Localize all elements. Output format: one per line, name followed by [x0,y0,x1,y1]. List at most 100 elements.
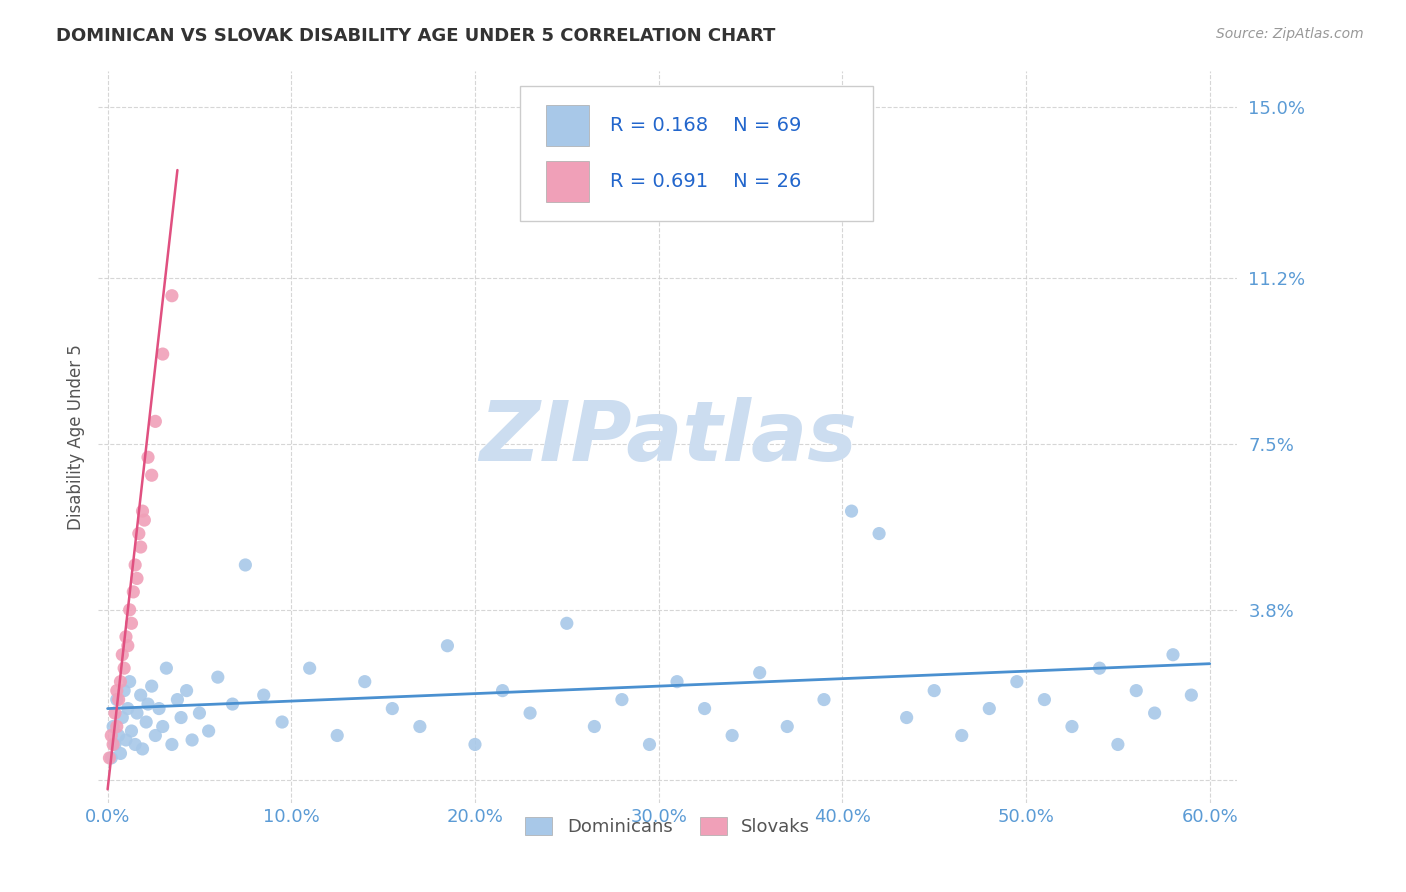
Point [115,630,138,644]
Text: DOMINICAN VS SLOVAK DISABILITY AGE UNDER 5 CORRELATION CHART: DOMINICAN VS SLOVAK DISABILITY AGE UNDER… [56,27,776,45]
Point [1125,683,1147,698]
Point [610,692,633,706]
Point [181,733,204,747]
Point [253,688,276,702]
Point [519,706,541,720]
Point [117,701,139,715]
Point [124,558,146,572]
Point [112,661,135,675]
Point [353,674,375,689]
Point [160,289,183,303]
Point [583,719,606,733]
Point [105,692,128,706]
Point [134,513,156,527]
Point [148,701,170,715]
Point [111,710,134,724]
Point [110,674,132,689]
Point [105,719,128,733]
Point [104,738,127,752]
Point [125,706,148,720]
Point [381,701,404,715]
Legend: Dominicans, Slovaks: Dominicans, Slovaks [516,807,820,845]
Point [555,616,578,631]
Point [135,714,157,729]
Text: R = 0.168    N = 69: R = 0.168 N = 69 [610,116,801,135]
Point [117,639,139,653]
Point [922,683,945,698]
Point [1060,719,1083,733]
Point [271,714,294,729]
Point [131,742,153,756]
Point [101,738,124,752]
Point [152,347,174,361]
Point [197,724,219,739]
Point [1180,688,1202,702]
Point [121,616,143,631]
FancyBboxPatch shape [546,161,589,202]
Point [136,697,159,711]
Point [121,724,143,739]
Point [896,710,918,724]
Point [721,729,744,743]
Point [1033,692,1056,706]
Point [107,729,129,743]
Point [188,706,211,720]
Point [129,540,152,554]
Point [115,733,138,747]
Point [491,683,513,698]
Point [207,670,229,684]
Point [1088,661,1111,675]
Point [98,751,121,765]
Point [118,603,141,617]
Point [141,468,163,483]
Point [105,683,128,698]
Point [868,526,890,541]
Point [436,639,458,653]
Point [235,558,257,572]
Point [409,719,432,733]
Point [166,692,188,706]
Point [1107,738,1129,752]
Point [101,719,124,733]
Point [118,674,141,689]
Point [1005,674,1028,689]
FancyBboxPatch shape [520,86,873,221]
Point [100,729,122,743]
FancyBboxPatch shape [546,105,589,146]
Point [107,692,129,706]
Point [122,585,145,599]
Point [100,751,122,765]
Point [176,683,198,698]
Point [128,526,150,541]
Point [124,738,146,752]
Point [748,665,770,680]
Point [170,710,193,724]
Point [298,661,321,675]
Point [326,729,349,743]
Point [104,706,127,720]
Point [129,688,152,702]
Point [813,692,835,706]
Point [776,719,799,733]
Point [111,648,134,662]
Point [136,450,159,465]
Text: Source: ZipAtlas.com: Source: ZipAtlas.com [1216,27,1364,41]
Point [638,738,661,752]
Point [221,697,243,711]
Point [1161,648,1184,662]
Point [464,738,486,752]
Point [160,738,183,752]
Text: R = 0.691    N = 26: R = 0.691 N = 26 [610,172,801,191]
Point [145,414,167,428]
Point [666,674,689,689]
Point [693,701,716,715]
Point [141,679,163,693]
Point [112,683,135,698]
Point [155,661,177,675]
Point [152,719,174,733]
Y-axis label: Disability Age Under 5: Disability Age Under 5 [66,344,84,530]
Point [979,701,1001,715]
Point [841,504,863,518]
Point [110,747,132,761]
Point [145,729,167,743]
